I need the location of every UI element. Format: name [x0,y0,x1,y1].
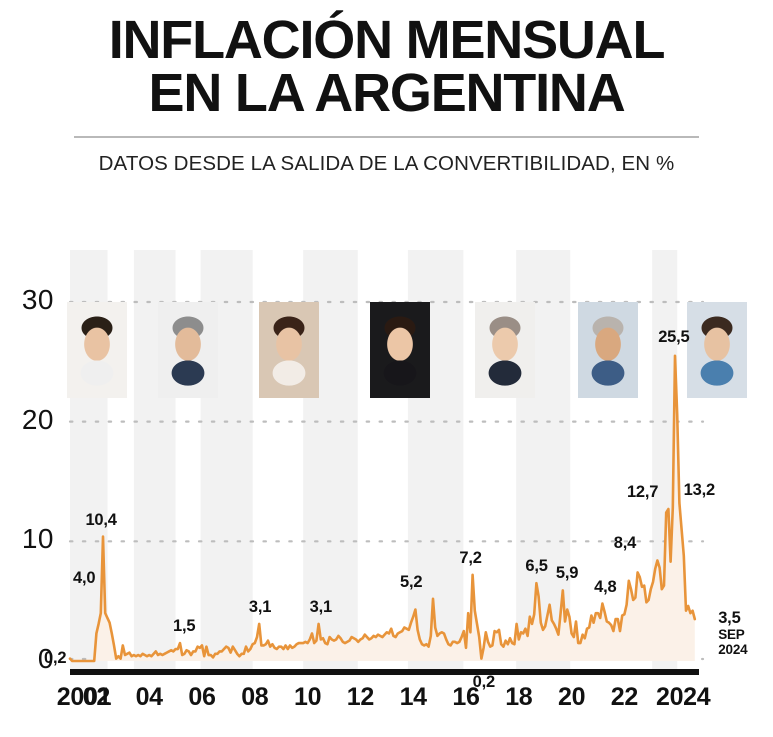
x-axis-tick-2001: 2001 [56,683,112,711]
data-label-10-4: 10,4 [85,510,117,529]
x-axis-tick-22: 22 [610,683,639,711]
data-label-13-2: 13,2 [683,481,716,500]
title-line-2: EN LA ARGENTINA [148,62,626,123]
data-label-3-5: 3,5 [718,609,741,628]
area-fill [70,355,695,661]
infographic-header: INFLACIÓN MENSUAL EN LA ARGENTINA DATOS … [0,0,773,177]
cristina-kirchner-2-photo [370,302,430,398]
data-label-25-5: 25,5 [658,327,690,346]
milei-photo [687,302,747,398]
x-axis-tick-06: 06 [188,683,216,711]
x-axis-tick-20: 20 [557,683,586,711]
data-label-4-8: 4,8 [594,577,617,596]
data-label-0-2: 0,2 [472,672,496,691]
data-label-7-2: 7,2 [459,548,482,567]
y-axis-tick-0: 0 [37,643,54,674]
cristina-kirchner-1-photo [259,302,319,398]
duhalde-photo [67,302,127,398]
data-label-8-4: 8,4 [613,534,637,553]
macri-photo [475,302,535,398]
x-axis-tick-10: 10 [293,683,322,711]
page-subtitle: DATOS DESDE LA SALIDA DE LA CONVERTIBILI… [98,151,675,175]
data-label-1-5: 1,5 [172,617,196,636]
data-label-5-2: 5,2 [400,572,423,591]
x-axis-tick-02: 02 [82,683,111,711]
data-label-6-5: 6,5 [525,557,548,576]
inflation-line [68,354,697,663]
title-divider [74,135,699,138]
y-axis-tick-20: 20 [21,403,54,435]
x-axis-tick-08: 08 [241,683,269,711]
y-axis-tick-30: 30 [21,283,54,315]
data-label-4-0: 4,0 [73,569,96,588]
page-title: INFLACIÓN MENSUAL EN LA ARGENTINA [37,13,737,123]
data-label-5-9: 5,9 [555,564,579,583]
alberto-fernandez-photo [578,302,638,398]
data-label-0-2: 0,2 [44,648,67,667]
x-axis-tick-16: 16 [452,683,480,711]
x-axis-line [70,669,699,675]
data-label-3-1: 3,1 [248,597,272,616]
data-label-3-1: 3,1 [309,597,333,616]
inflation-chart: 0 10 20 30 2001 02 04 06 08 10 12 14 16 18 20 22 2024 0,2… [0,250,773,737]
data-label-12-7: 12,7 [626,483,659,501]
x-axis-tick-2024: 2024 [655,683,711,711]
x-axis-tick-18: 18 [505,683,533,711]
nestor-kirchner-photo [158,302,218,398]
x-axis-tick-14: 14 [399,683,428,711]
x-axis-tick-04: 04 [135,683,164,711]
title-line-1: INFLACIÓN MENSUAL [108,10,666,70]
x-axis-tick-12: 12 [346,683,375,711]
y-axis-tick-10: 10 [21,523,54,555]
last-point-note: SEP 2024 [718,627,748,658]
